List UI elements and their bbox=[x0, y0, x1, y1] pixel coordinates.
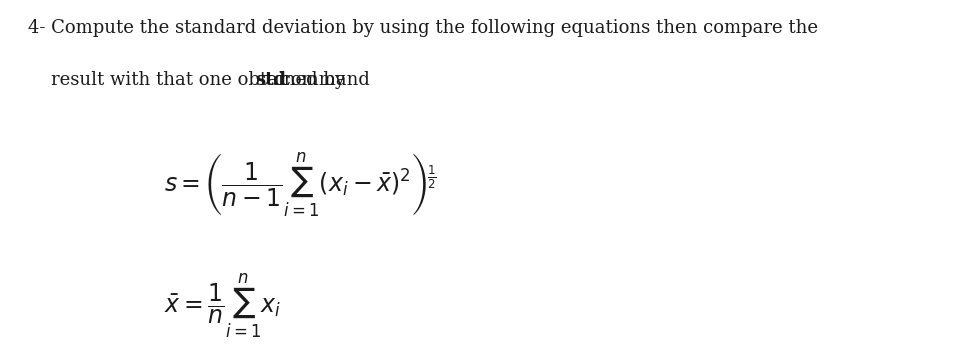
Text: 4- Compute the standard deviation by using the following equations then compare : 4- Compute the standard deviation by usi… bbox=[28, 19, 818, 37]
Text: result with that one obtained by: result with that one obtained by bbox=[28, 71, 351, 89]
Text: $\bar{x} = \dfrac{1}{n}\sum_{i=1}^{n} x_i$: $\bar{x} = \dfrac{1}{n}\sum_{i=1}^{n} x_… bbox=[163, 272, 281, 340]
Text: $s = \left(\dfrac{1}{n-1}\sum_{i=1}^{n}(x_i - \bar{x})^2\right)^{\frac{1}{2}}$: $s = \left(\dfrac{1}{n-1}\sum_{i=1}^{n}(… bbox=[163, 150, 436, 219]
Text: command: command bbox=[275, 71, 369, 89]
Text: std: std bbox=[255, 71, 286, 89]
